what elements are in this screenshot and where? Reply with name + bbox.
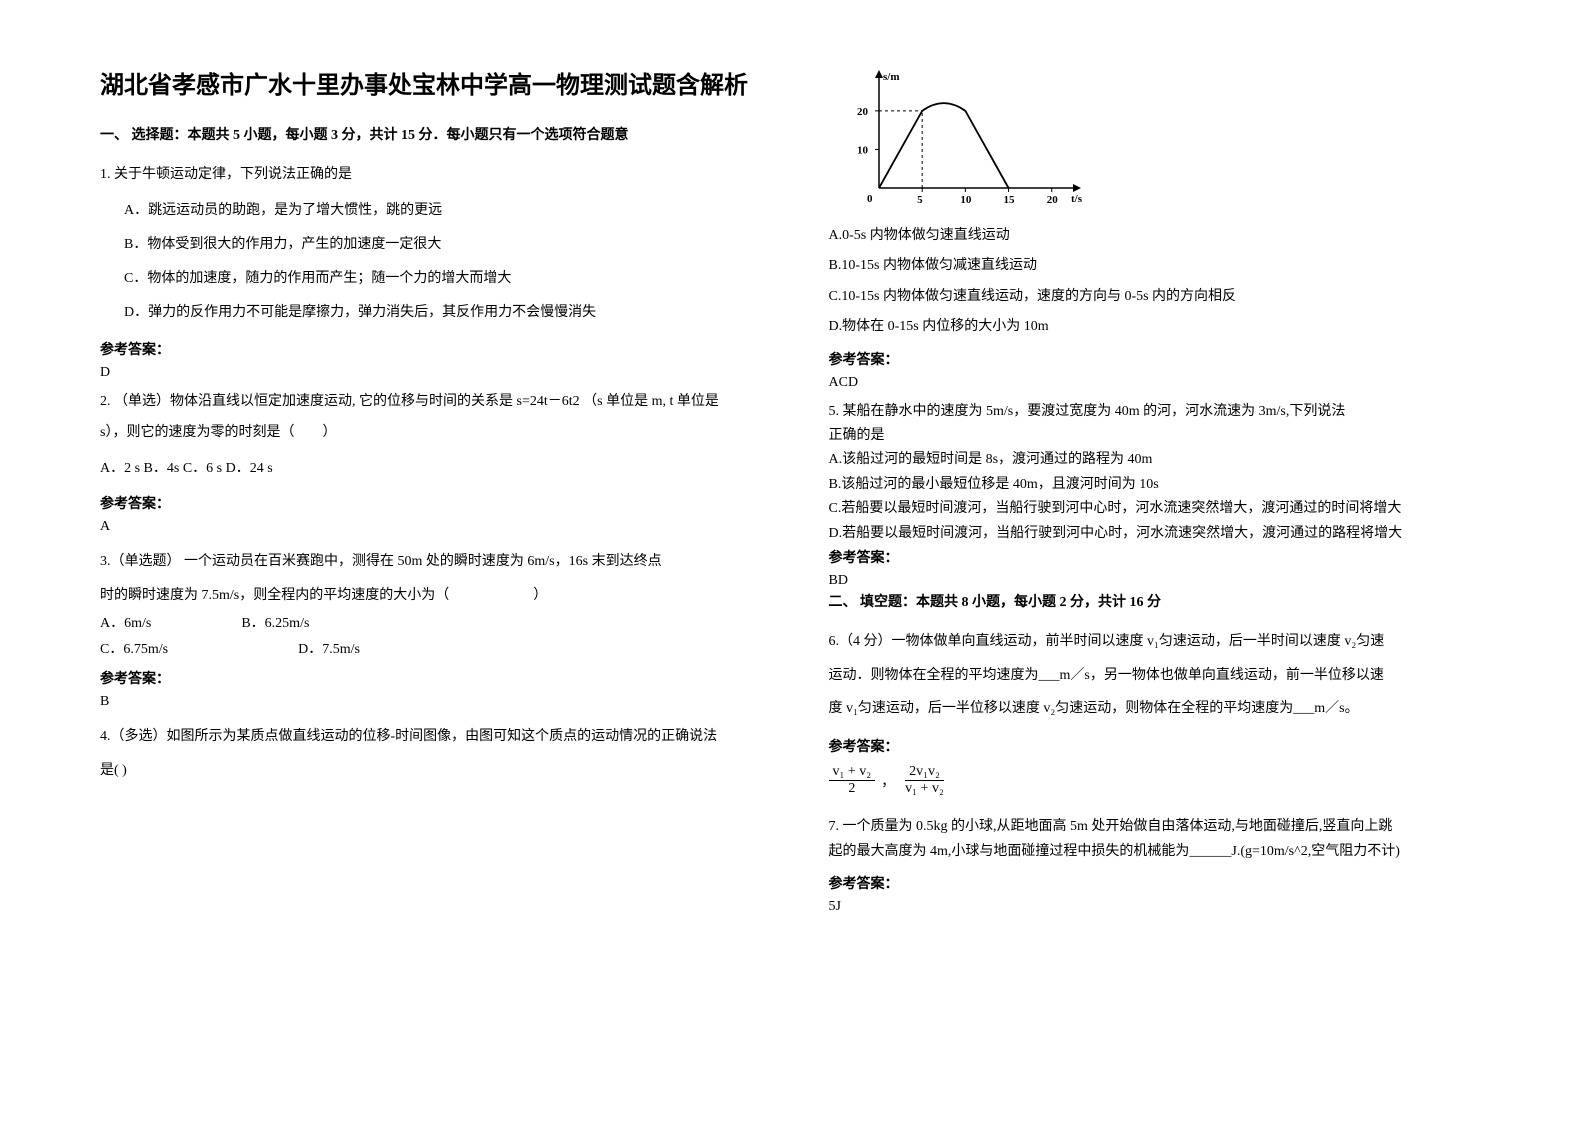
q4-option-c: C.10-15s 内物体做匀速直线运动，速度的方向与 0-5s 内的方向相反 (829, 286, 1508, 308)
q5-option-b: B.该船过河的最小最短位移是 40m，且渡河时间为 10s (829, 474, 1508, 496)
q5-answer-label: 参考答案： (829, 547, 1508, 567)
chart-svg: t/s s/m 5 10 15 20 10 20 0 (849, 70, 1089, 210)
svg-text:20: 20 (857, 106, 869, 118)
q3-option-d: D．7.5m/s (298, 638, 360, 658)
q6-frac1-den: 2 (844, 781, 859, 798)
q4-option-b: B.10-15s 内物体做匀减速直线运动 (829, 255, 1508, 277)
q5-stem-1: 5. 某船在静水中的速度为 5m/s，要渡过宽度为 40m 的河，河水流速为 3… (829, 401, 1508, 423)
q1-option-b: B．物体受到很大的作用力，产生的加速度一定很大 (100, 231, 779, 259)
q2-answer-label: 参考答案： (100, 493, 779, 513)
q4-answer: ACD (829, 375, 1508, 391)
q6-stem-1: 6.（4 分）一物体做单向直线运动，前半时间以速度 v₁匀速运动，后一半时间以速… (829, 625, 1508, 659)
q6-fraction-1: v₁ + v₂ 2 (829, 764, 876, 799)
q4-option-d: D.物体在 0-15s 内位移的大小为 10m (829, 316, 1508, 338)
svg-text:0: 0 (867, 193, 873, 205)
q6-answer-label: 参考答案： (829, 736, 1508, 756)
q1-answer-label: 参考答案： (100, 339, 779, 359)
q7-answer: 5J (829, 899, 1508, 915)
q6-fraction-2: 2v₁v₂ v₁ + v₂ (901, 764, 948, 799)
q6-stem-2: 运动．则物体在全程的平均速度为___m／s，另一物体也做单向直线运动，前一半位移… (829, 659, 1508, 693)
q2-stem-2: s），则它的速度为零的时刻是（ ） (100, 416, 779, 450)
right-column: t/s s/m 5 10 15 20 10 20 0 A.0-5s 内物体做匀速直线运动 B.1… (804, 70, 1508, 1082)
q2-options: A．2 s B．4s C．6 s D．24 s (100, 455, 779, 483)
svg-text:t/s: t/s (1071, 193, 1083, 205)
q1-option-d: D．弹力的反作用力不可能是摩擦力，弹力消失后，其反作用力不会慢慢消失 (100, 299, 779, 327)
svg-text:10: 10 (857, 144, 869, 156)
q5-option-c: C.若船要以最短时间渡河，当船行驶到河中心时，河水流速突然增大，渡河通过的时间将… (829, 498, 1508, 520)
question-1: 1. 关于牛顿运动定律，下列说法正确的是 A．跳远运动员的助跑，是为了增大惯性，… (100, 158, 779, 328)
section-1-header: 一、 选择题：本题共 5 小题，每小题 3 分，共计 15 分．每小题只有一个选… (100, 124, 779, 144)
q7-answer-label: 参考答案： (829, 873, 1508, 893)
document-title: 湖北省孝感市广水十里办事处宝林中学高一物理测试题含解析 (100, 70, 779, 104)
q3-option-c: C．6.75m/s (100, 638, 168, 658)
q5-option-d: D.若船要以最短时间渡河，当船行驶到河中心时，河水流速突然增大，渡河通过的路程将… (829, 523, 1508, 545)
q1-option-c: C．物体的加速度，随力的作用而产生；随一个力的增大而增大 (100, 265, 779, 293)
q1-stem: 1. 关于牛顿运动定律，下列说法正确的是 (100, 158, 779, 192)
q4-option-a: A.0-5s 内物体做匀速直线运动 (829, 225, 1508, 247)
q3-stem-2: 时的瞬时速度为 7.5m/s，则全程内的平均速度的大小为（ ） (100, 579, 779, 613)
q1-option-a: A．跳远运动员的助跑，是为了增大惯性，跳的更远 (100, 197, 779, 225)
svg-text:10: 10 (960, 194, 972, 206)
q6-answer-formula: v₁ + v₂ 2 ， 2v₁v₂ v₁ + v₂ (829, 764, 1508, 799)
left-column: 湖北省孝感市广水十里办事处宝林中学高一物理测试题含解析 一、 选择题：本题共 5… (100, 70, 804, 1082)
q4-stem-1: 4.（多选）如图所示为某质点做直线运动的位移-时间图像，由图可知这个质点的运动情… (100, 720, 779, 754)
q3-option-a: A．6m/s (100, 612, 151, 632)
q3-stem-1: 3.（单选题） 一个运动员在百米赛跑中，测得在 50m 处的瞬时速度为 6m/s… (100, 545, 779, 579)
q4-answer-label: 参考答案： (829, 349, 1508, 369)
q6-frac2-den: v₁ + v₂ (901, 781, 948, 798)
svg-text:15: 15 (1003, 194, 1015, 206)
q5-answer: BD (829, 573, 1508, 589)
displacement-time-chart: t/s s/m 5 10 15 20 10 20 0 (849, 70, 1508, 215)
q6-frac1-num: v₁ + v₂ (829, 764, 876, 782)
q2-stem-1: 2. （单选）物体沿直线以恒定加速度运动, 它的位移与时间的关系是 s=24t－… (100, 391, 779, 413)
svg-text:s/m: s/m (883, 71, 900, 83)
section-2-header: 二、 填空题：本题共 8 小题，每小题 2 分，共计 16 分 (829, 591, 1508, 611)
q5-stem-2: 正确的是 (829, 425, 1508, 447)
q5-option-a: A.该船过河的最短时间是 8s，渡河通过的路程为 40m (829, 449, 1508, 471)
q3-options-row1: A．6m/s B．6.25m/s (100, 612, 779, 632)
q6-frac2-num: 2v₁v₂ (905, 764, 944, 782)
q3-answer: B (100, 694, 779, 710)
q6-stem-3: 度 v₁匀速运动，后一半位移以速度 v₂匀速运动，则物体在全程的平均速度为___… (829, 692, 1508, 726)
svg-text:5: 5 (917, 194, 923, 206)
svg-text:20: 20 (1046, 194, 1058, 206)
q6-comma: ， (881, 771, 895, 791)
q1-answer: D (100, 365, 779, 381)
q4-stem-2: 是( ) (100, 754, 779, 788)
q3-option-b: B．6.25m/s (241, 612, 309, 632)
q3-options-row2: C．6.75m/s D．7.5m/s (100, 638, 779, 658)
q7-stem-1: 7. 一个质量为 0.5kg 的小球,从距地面高 5m 处开始做自由落体运动,与… (829, 816, 1508, 838)
q2-answer: A (100, 519, 779, 535)
q3-answer-label: 参考答案： (100, 668, 779, 688)
q7-stem-2: 起的最大高度为 4m,小球与地面碰撞过程中损失的机械能为______J.(g=1… (829, 841, 1508, 863)
